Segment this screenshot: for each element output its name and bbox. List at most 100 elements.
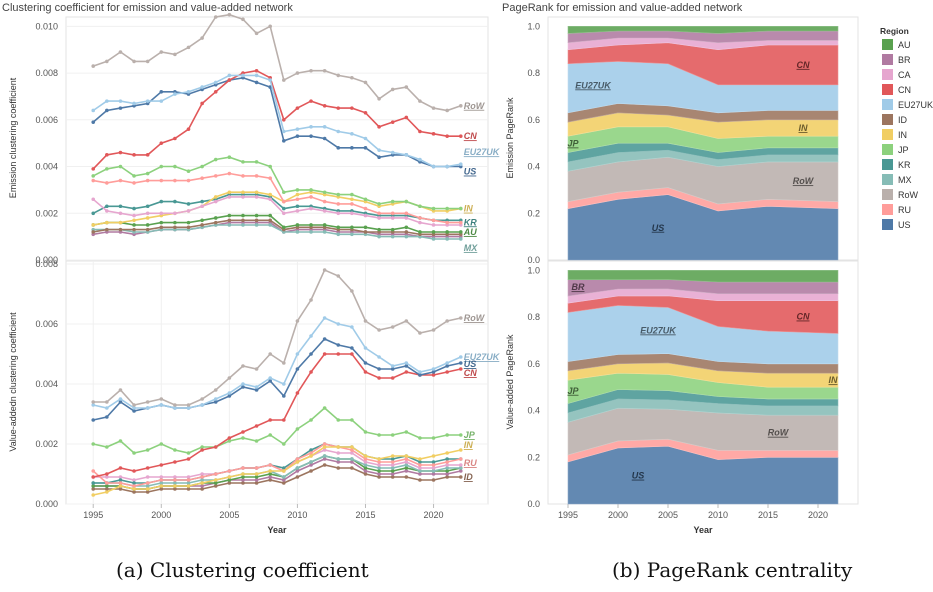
data-point-MX (404, 234, 409, 239)
y-tick-label: 0.002 (35, 208, 58, 218)
legend-item-RoW: RoW (882, 189, 919, 200)
data-point-JP (200, 445, 204, 449)
legend-item-CA: CA (882, 69, 911, 80)
legend-item-ID: ID (882, 114, 908, 125)
data-point-ID (213, 484, 218, 488)
data-point-JP (145, 448, 150, 452)
data-point-CA (118, 475, 123, 479)
data-point-RoW (213, 388, 218, 392)
data-point-CA (458, 463, 463, 467)
data-point-CN (322, 103, 327, 108)
data-point-CA (145, 475, 150, 479)
y-axis-label: Emission PageRank (505, 97, 515, 179)
data-point-JP (186, 451, 191, 455)
data-point-CN (200, 448, 204, 452)
data-point-KR (390, 457, 395, 461)
data-point-RoW (431, 106, 436, 110)
data-point-JP (431, 206, 436, 211)
data-point-CN (254, 68, 259, 73)
data-point-ID (159, 487, 164, 491)
data-point-IN (105, 220, 109, 225)
series-CA (91, 195, 463, 227)
series-line-JP (92, 156, 461, 210)
series-EU27UK (91, 73, 463, 169)
data-point-RU (309, 195, 313, 199)
data-point-IN (282, 469, 286, 473)
data-point-CA (350, 211, 354, 216)
data-point-CN (295, 391, 300, 395)
data-point-CA (213, 199, 218, 204)
data-point-MX (431, 237, 436, 241)
data-point-CA (445, 463, 449, 467)
data-point-CN (105, 153, 109, 157)
legend-swatch-MX (882, 174, 893, 185)
data-point-EU27UK (254, 73, 259, 78)
data-point-AU (295, 223, 300, 227)
data-point-EU27UK (227, 73, 232, 78)
data-point-JP (458, 433, 463, 437)
panel-value-added-pagerank: 0.0 0.2 0.4 0.6 0.8 1.0 1995 2000 2005 2010 2015 20… (505, 260, 859, 535)
data-point-RU (458, 220, 463, 225)
data-point-JP (268, 164, 272, 169)
data-point-CN (186, 457, 191, 461)
data-point-CN (200, 101, 204, 106)
data-point-CN (132, 153, 136, 157)
data-point-EU27UK (350, 132, 354, 136)
end-label-EU27UK: EU27UK (464, 352, 501, 362)
data-point-AU (213, 481, 218, 485)
data-point-JP (254, 160, 259, 164)
data-point-RoW (350, 289, 354, 293)
data-point-IN (254, 472, 259, 476)
data-point-ID (404, 230, 409, 234)
data-point-CN (186, 127, 191, 131)
data-point-CA (418, 220, 422, 225)
data-point-RU (390, 460, 395, 464)
data-point-ID (91, 230, 96, 234)
data-point-EU27UK (295, 352, 300, 356)
data-point-BR (336, 460, 341, 464)
data-point-RU (227, 171, 232, 176)
data-point-RoW (295, 71, 300, 75)
data-point-EU27UK (390, 150, 395, 155)
data-point-US (213, 400, 218, 404)
data-point-CA (227, 195, 232, 199)
data-point-US (431, 370, 436, 374)
data-point-RU (268, 463, 272, 467)
data-point-IN (445, 451, 449, 455)
data-point-ID (91, 487, 96, 491)
data-point-IN (227, 190, 232, 195)
data-point-ID (268, 218, 272, 223)
data-point-KR (445, 457, 449, 461)
y-tick-label: 0.6 (527, 359, 540, 369)
data-point-ID (200, 223, 204, 227)
legend-label-RoW: RoW (898, 190, 919, 200)
left-figure-title: Clustering coefficient for emission and … (2, 2, 293, 14)
data-point-RU (159, 478, 164, 482)
data-point-IN (118, 220, 123, 225)
data-point-RoW (268, 24, 272, 29)
data-point-ID (186, 487, 191, 491)
data-point-EU27UK (336, 322, 341, 326)
y-tick-label: 0.004 (35, 162, 58, 172)
data-point-EU27UK (458, 162, 463, 167)
data-point-JP (350, 192, 354, 197)
data-point-ID (282, 481, 286, 485)
data-point-ID (200, 487, 204, 491)
data-point-AU (309, 223, 313, 227)
data-point-EU27UK (377, 355, 381, 359)
data-point-RU (295, 197, 300, 202)
data-point-RoW (295, 319, 300, 323)
data-point-KR (91, 211, 96, 216)
data-point-CA (295, 209, 300, 213)
data-point-JP (336, 418, 341, 422)
data-point-KR (186, 202, 191, 206)
data-point-AU (458, 230, 463, 234)
data-point-EU27UK (295, 127, 300, 131)
x-axis-label: Year (693, 525, 713, 535)
legend-label-CA: CA (898, 70, 911, 80)
data-point-KR (431, 460, 436, 464)
y-axis-label: Value-added PageRank (505, 334, 515, 429)
data-point-US (418, 373, 422, 377)
data-point-IN (431, 454, 436, 458)
y-tick-label: 0.004 (35, 379, 58, 389)
